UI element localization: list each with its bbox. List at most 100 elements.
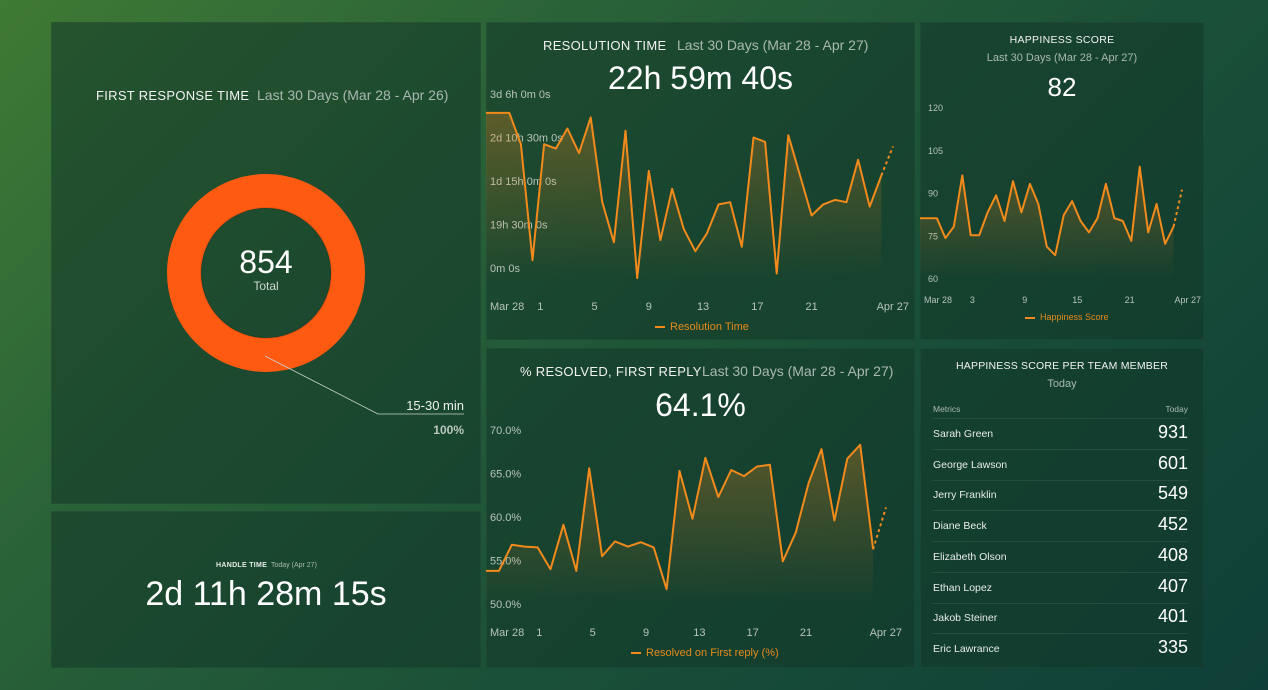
y-tick-label: 65.0% [490, 469, 521, 481]
member-score: 407 [1157, 576, 1188, 596]
series-line-projection [880, 146, 894, 176]
handle-time-panel: HANDLE TIME Today (Apr 27) 2d 11h 28m 15… [51, 511, 481, 668]
x-tick-label: 1 [536, 627, 542, 639]
x-tick-label: 17 [747, 627, 759, 639]
series-area [486, 112, 882, 279]
member-score: 931 [1157, 422, 1188, 442]
x-tick-label: 3 [970, 295, 975, 305]
table-row[interactable]: Jakob Steiner 401 [932, 603, 1188, 634]
x-tick-label: 1 [537, 301, 543, 313]
resolution-title: RESOLUTION TIME [543, 38, 667, 53]
x-tick-label: 5 [591, 301, 597, 313]
series-area [920, 166, 1174, 278]
x-tick-label: 17 [751, 301, 763, 313]
resolution-subtitle: Last 30 Days (Mar 28 - Apr 27) [677, 37, 869, 53]
happiness-legend[interactable]: Happiness Score [1025, 312, 1109, 322]
series-line[interactable] [920, 165, 1175, 257]
resolved-value: 64.1% [655, 387, 746, 423]
series-line-projection [872, 507, 887, 550]
resolution-legend-label: Resolution Time [670, 321, 749, 333]
legend-swatch [655, 326, 665, 329]
member-name: Eric Lawrance [933, 643, 1000, 655]
callout-label: 15-30 min [406, 398, 464, 413]
x-tick-label: 9 [1022, 295, 1027, 305]
x-tick-label: Apr 27 [877, 301, 909, 313]
table-row[interactable]: Jerry Franklin 549 [932, 480, 1188, 511]
table-row[interactable]: Sarah Green 931 [932, 419, 1188, 450]
handle-time-subtitle: Today (Apr 27) [271, 562, 317, 569]
resolved-chart[interactable]: 50.0%55.0%60.0%65.0%70.0%Mar 28159131721… [486, 348, 915, 668]
donut-callout-line [264, 355, 464, 415]
x-tick-label: Apr 27 [1174, 295, 1201, 305]
table-row[interactable]: Elizabeth Olson 408 [932, 542, 1188, 573]
member-score: 601 [1157, 453, 1188, 473]
member-name: Jakob Steiner [933, 612, 998, 624]
x-tick-label: Apr 27 [870, 627, 902, 639]
member-name: Jerry Franklin [933, 489, 997, 501]
donut-slice-15-30[interactable] [167, 174, 365, 372]
member-score: 549 [1157, 483, 1188, 503]
happiness-value: 82 [1047, 72, 1077, 102]
donut-inner-ring [200, 207, 332, 339]
resolved-subtitle: Last 30 Days (Mar 28 - Apr 27) [702, 363, 894, 379]
x-tick-label: 13 [693, 627, 705, 639]
table-row[interactable]: Eric Lawrance 335 [932, 634, 1188, 664]
y-tick-label: 105 [928, 146, 943, 156]
x-tick-label: 13 [697, 301, 709, 313]
x-tick-label: 21 [1125, 295, 1135, 305]
member-name: Ethan Lopez [933, 582, 992, 594]
x-tick-label: 5 [590, 627, 596, 639]
y-tick-label: 60 [928, 274, 938, 284]
resolution-legend[interactable]: Resolution Time [655, 321, 749, 333]
table-row[interactable]: Ethan Lopez 407 [932, 573, 1188, 604]
x-tick-label: 9 [643, 627, 649, 639]
resolved-title: % RESOLVED, FIRST REPLY [520, 364, 702, 379]
col-today-header[interactable]: Today [1165, 404, 1188, 414]
x-tick-label: Mar 28 [490, 627, 524, 639]
table-row[interactable]: George Lawson 601 [932, 450, 1188, 481]
donut-total-label: Total [253, 279, 279, 293]
table-row[interactable]: Diane Beck 452 [932, 511, 1188, 542]
x-tick-label: 9 [646, 301, 652, 313]
member-score: 401 [1157, 606, 1188, 626]
team-table-header: Metrics Today [932, 402, 1188, 419]
happiness-panel: HAPPINESS SCORE Last 30 Days (Mar 28 - A… [920, 22, 1204, 340]
col-metrics-header[interactable]: Metrics [933, 404, 961, 414]
resolution-time-panel: RESOLUTION TIME Last 30 Days (Mar 28 - A… [486, 22, 915, 340]
legend-swatch [631, 652, 641, 655]
member-score: 452 [1157, 514, 1188, 534]
y-tick-label: 3d 6h 0m 0s [490, 89, 551, 101]
x-tick-label: 21 [800, 627, 812, 639]
happiness-subtitle: Last 30 Days (Mar 28 - Apr 27) [986, 52, 1138, 64]
legend-swatch [1025, 316, 1035, 319]
x-tick-label: 21 [805, 301, 817, 313]
series-line[interactable] [486, 111, 883, 279]
member-score: 335 [1157, 637, 1188, 657]
donut-total-value: 854 [239, 244, 293, 280]
team-subtitle: Today [1047, 378, 1077, 390]
y-tick-label: 120 [928, 103, 943, 113]
first-response-subtitle: Last 30 Days (Mar 28 - Apr 26) [257, 87, 449, 103]
handle-time-title: HANDLE TIME [216, 562, 268, 569]
x-tick-label: Mar 28 [490, 301, 524, 313]
first-response-title: FIRST RESPONSE TIME [96, 88, 250, 103]
handle-time-value: 2d 11h 28m 15s [145, 575, 387, 613]
y-tick-label: 60.0% [490, 512, 521, 524]
member-name: Diane Beck [933, 520, 987, 532]
member-name: Elizabeth Olson [933, 551, 1007, 563]
first-response-donut[interactable] [51, 22, 481, 504]
series-area [486, 444, 874, 604]
y-tick-label: 70.0% [490, 425, 521, 437]
team-title: HAPPINESS SCORE PER TEAM MEMBER [956, 360, 1168, 372]
series-line-projection [1172, 189, 1183, 227]
member-name: George Lawson [933, 459, 1008, 471]
y-tick-label: 90 [928, 189, 938, 199]
series-line[interactable] [486, 443, 875, 591]
resolved-legend[interactable]: Resolved on First reply (%) [631, 647, 779, 659]
first-response-panel: FIRST RESPONSE TIME Last 30 Days (Mar 28… [51, 22, 481, 504]
resolution-value: 22h 59m 40s [607, 60, 793, 96]
callout-percent: 100% [433, 423, 464, 437]
member-name: Sarah Green [933, 428, 994, 440]
